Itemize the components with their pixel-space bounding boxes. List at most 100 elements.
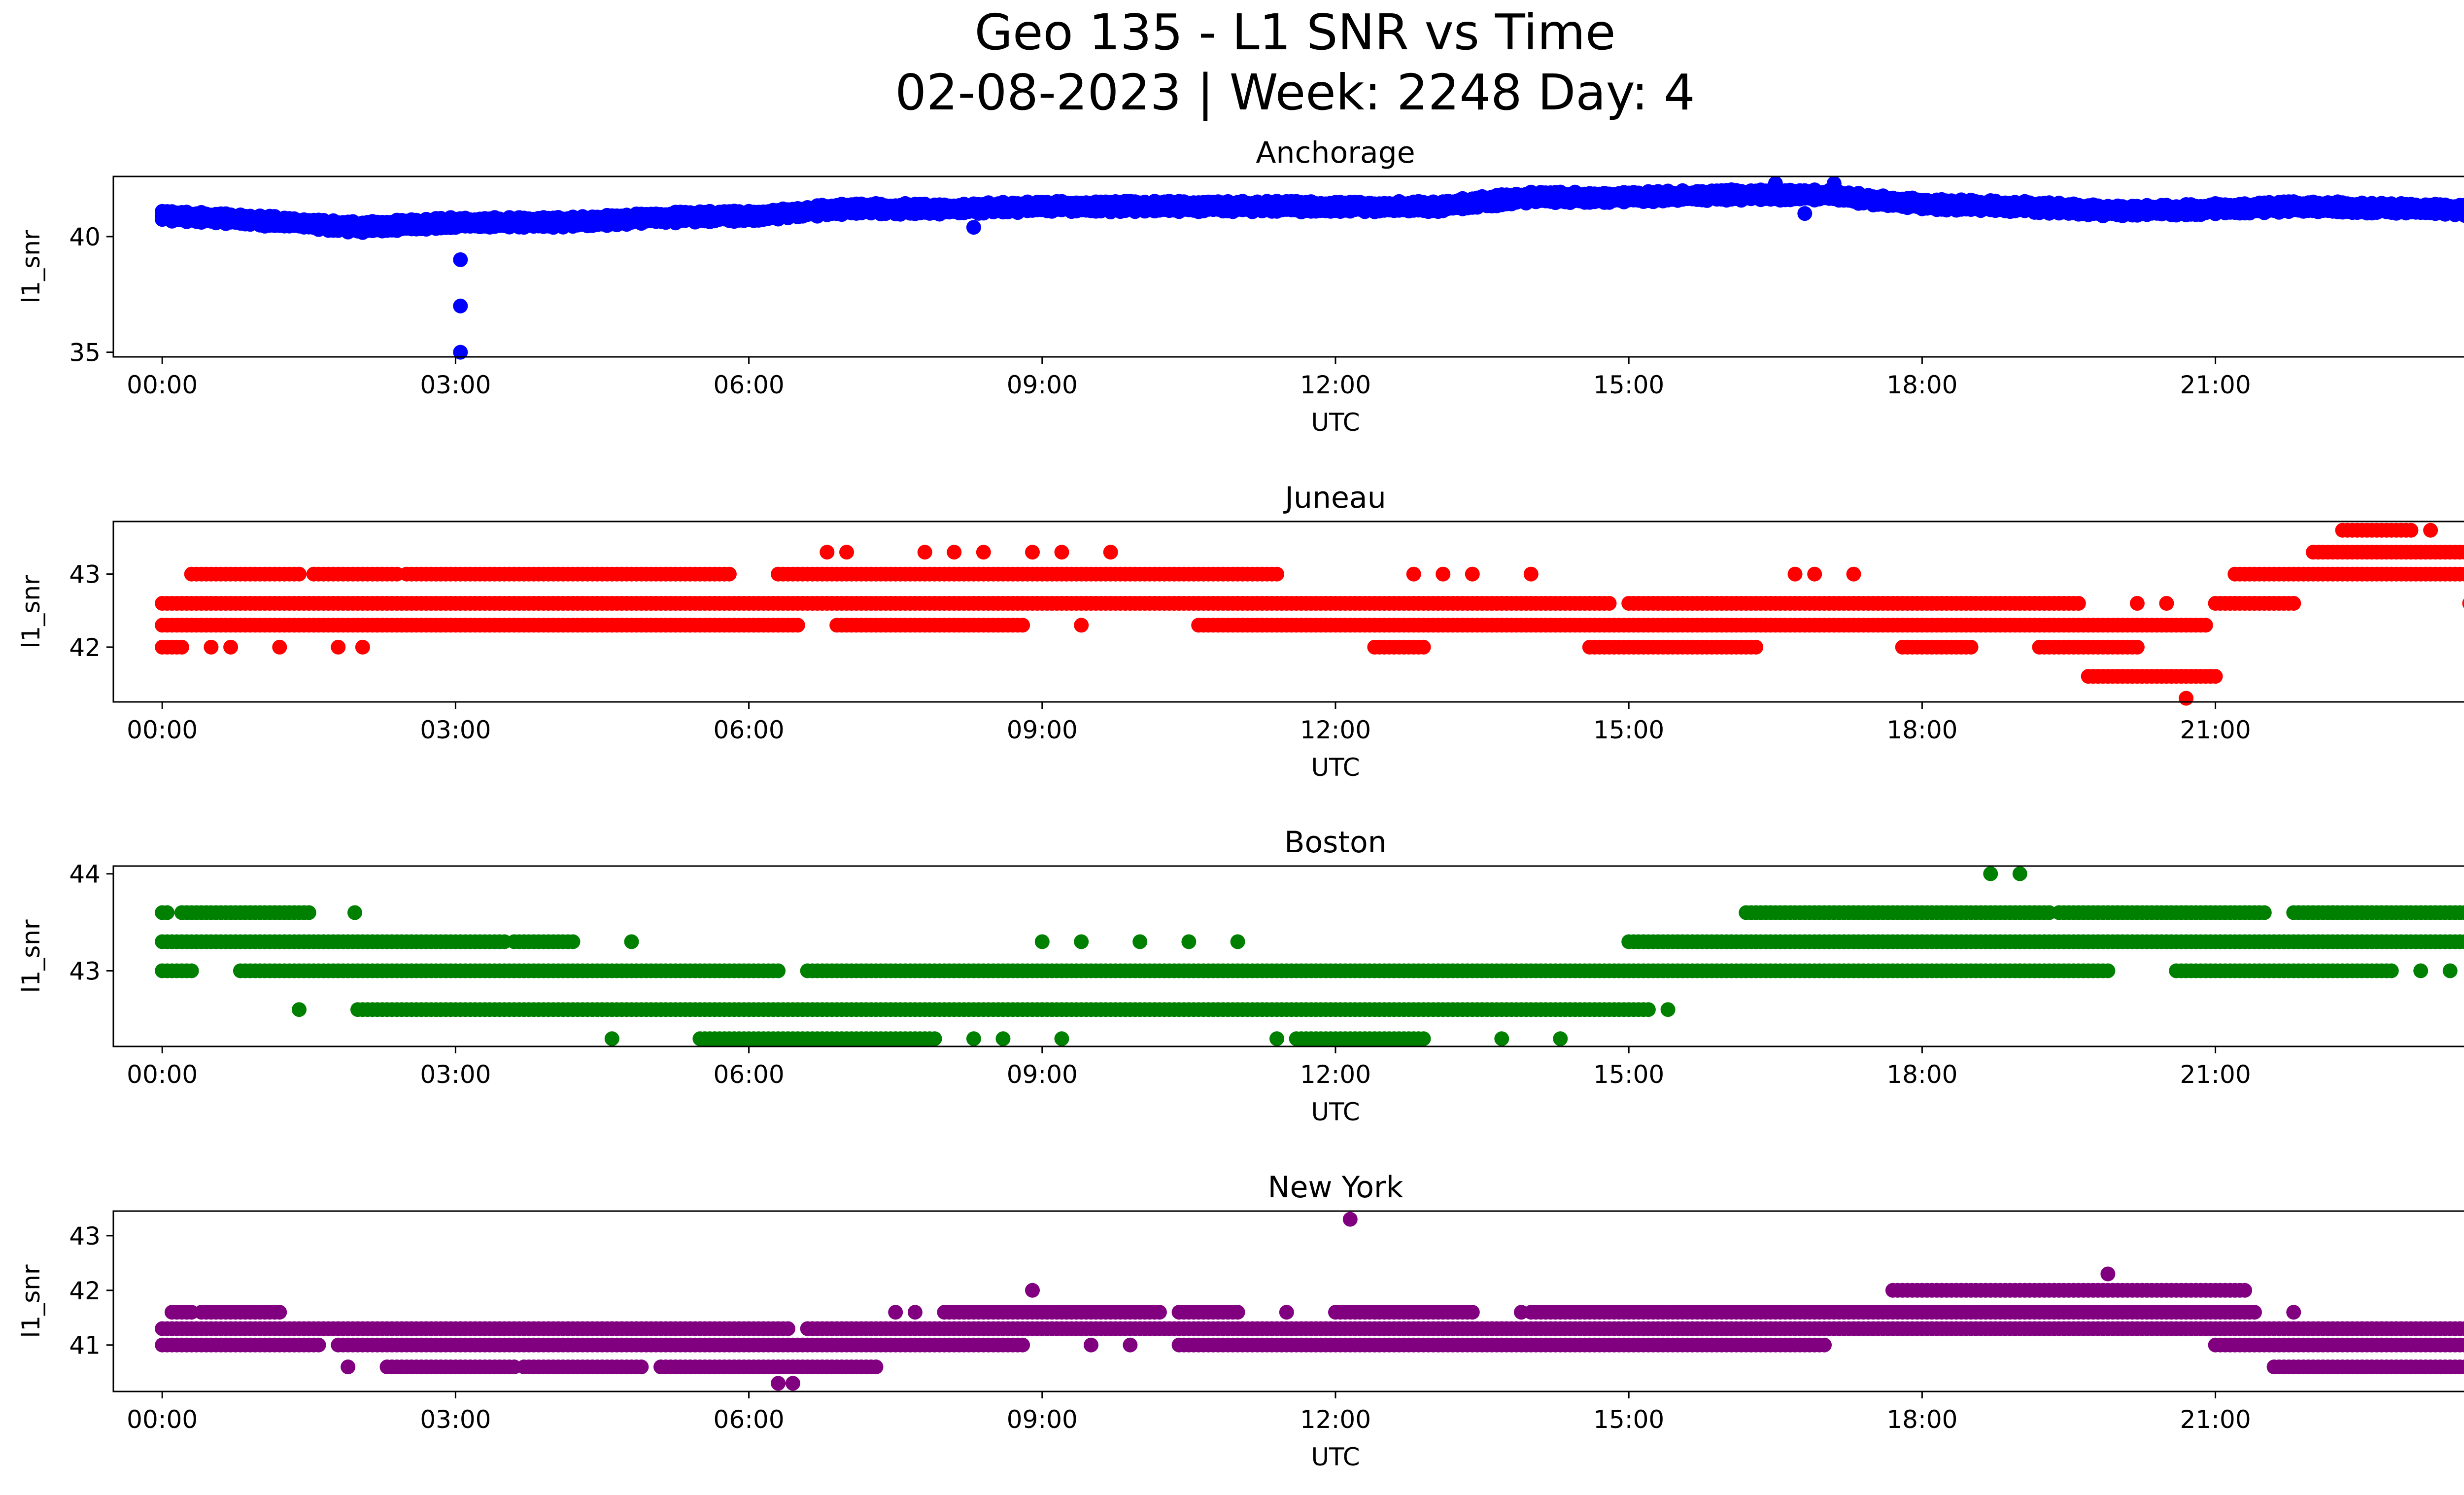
outlier-point — [839, 545, 854, 560]
outlier-point — [453, 298, 468, 313]
data-points — [155, 1212, 2464, 1391]
x-tick-label: 06:00 — [714, 1060, 785, 1089]
data-point — [184, 963, 199, 978]
outlier-point — [1034, 934, 1050, 949]
outlier-point — [272, 639, 287, 655]
outlier-point — [1807, 566, 1822, 582]
x-tick-label: 12:00 — [1300, 716, 1371, 744]
outlier-point — [223, 639, 239, 655]
data-point — [2071, 596, 2086, 611]
outlier-point — [1436, 566, 1451, 582]
outlier-point — [1660, 1002, 1676, 1017]
x-tick-label: 18:00 — [1886, 1060, 1957, 1089]
x-tick-label: 00:00 — [127, 716, 198, 744]
x-tick-label: 09:00 — [1007, 716, 1078, 744]
data-point — [160, 905, 175, 920]
outlier-point — [1797, 206, 1813, 221]
data-point — [2257, 905, 2272, 920]
data-point — [2286, 596, 2301, 611]
outlier-point — [1406, 566, 1421, 582]
outlier-point — [1553, 1031, 1568, 1046]
outlier-point — [453, 345, 468, 360]
x-tick-label: 18:00 — [1886, 371, 1957, 399]
data-point — [2462, 547, 2464, 557]
outlier-point — [2012, 866, 2027, 881]
x-tick-label: 12:00 — [1300, 371, 1371, 399]
data-point — [2403, 522, 2419, 538]
outlier-point — [604, 1031, 619, 1046]
y-axis-label: l1_snr — [17, 230, 45, 303]
data-point — [2100, 963, 2116, 978]
data-point — [1465, 1305, 1480, 1320]
outlier-point — [2129, 596, 2145, 611]
subplot-title: New York — [1268, 1170, 1403, 1205]
data-point — [2462, 569, 2464, 579]
outlier-point — [1054, 1031, 1069, 1046]
x-tick-label: 15:00 — [1593, 716, 1664, 744]
outlier-point — [995, 1031, 1011, 1046]
outlier-point — [1074, 934, 1089, 949]
data-point — [174, 639, 189, 655]
data-point — [1230, 1305, 1245, 1320]
outlier-point — [1025, 545, 1040, 560]
outlier-point — [2413, 963, 2429, 978]
outlier-point — [1074, 618, 1089, 633]
x-tick-label: 03:00 — [420, 371, 491, 399]
y-tick-label: 42 — [69, 633, 101, 662]
x-tick-label: 15:00 — [1593, 371, 1664, 399]
subplot-panels: Anchorage 00:00 03:00 06:00 09:00 12:00 15:00 1… — [17, 136, 2464, 1471]
data-point — [2457, 545, 2464, 560]
data-point — [1015, 1337, 1030, 1353]
data-point — [1015, 618, 1030, 633]
outlier-point — [1103, 545, 1118, 560]
data-point — [2208, 669, 2223, 684]
x-axis-label: UTC — [1311, 1098, 1360, 1126]
outlier-point — [1465, 566, 1480, 582]
outlier-point — [1983, 866, 1998, 881]
x-tick-label: 21:00 — [2180, 716, 2251, 744]
outlier-point — [204, 639, 219, 655]
data-point — [2462, 598, 2464, 608]
data-point — [272, 1305, 287, 1320]
outlier-point — [1181, 934, 1197, 949]
data-point — [927, 1031, 942, 1046]
outlier-point — [2442, 963, 2458, 978]
x-axis-label: UTC — [1311, 753, 1360, 782]
outlier-point — [453, 252, 468, 267]
outlier-point — [292, 1002, 307, 1017]
outlier-point — [1787, 566, 1803, 582]
y-tick-label: 40 — [69, 223, 101, 251]
data-point — [2129, 639, 2145, 655]
figure-title: Geo 135 - L1 SNR vs Time — [975, 3, 1616, 61]
data-point — [292, 566, 307, 582]
outlier-point — [2159, 596, 2174, 611]
outlier-point — [1826, 176, 1842, 191]
data-point — [301, 905, 316, 920]
outlier-point — [2325, 905, 2340, 920]
subplot-title: Anchorage — [1256, 136, 1415, 170]
y-tick-label: 44 — [69, 860, 101, 889]
data-point — [781, 1321, 795, 1336]
x-tick-label: 09:00 — [1007, 371, 1078, 399]
outlier-point — [2012, 963, 2027, 978]
y-axis-label: l1_snr — [17, 575, 45, 648]
data-point — [2384, 963, 2399, 978]
outlier-point — [820, 545, 835, 560]
data-points — [155, 866, 2464, 1046]
data-point — [2247, 1305, 2262, 1320]
x-tick-label: 06:00 — [714, 371, 785, 399]
data-points — [155, 522, 2464, 706]
y-tick-label: 43 — [69, 560, 101, 589]
data-point — [311, 1337, 326, 1353]
x-tick-label: 09:00 — [1007, 1060, 1078, 1089]
data-point — [790, 618, 805, 633]
data-point — [2198, 618, 2213, 633]
x-tick-label: 03:00 — [420, 716, 491, 744]
data-point — [1269, 566, 1284, 582]
outlier-point — [1523, 566, 1539, 582]
subplot-title: Juneau — [1283, 481, 1386, 515]
axes-frame — [112, 865, 2464, 1047]
outlier-point — [1054, 545, 1069, 560]
data-point — [1416, 639, 1431, 655]
outlier-point — [2179, 691, 2194, 706]
